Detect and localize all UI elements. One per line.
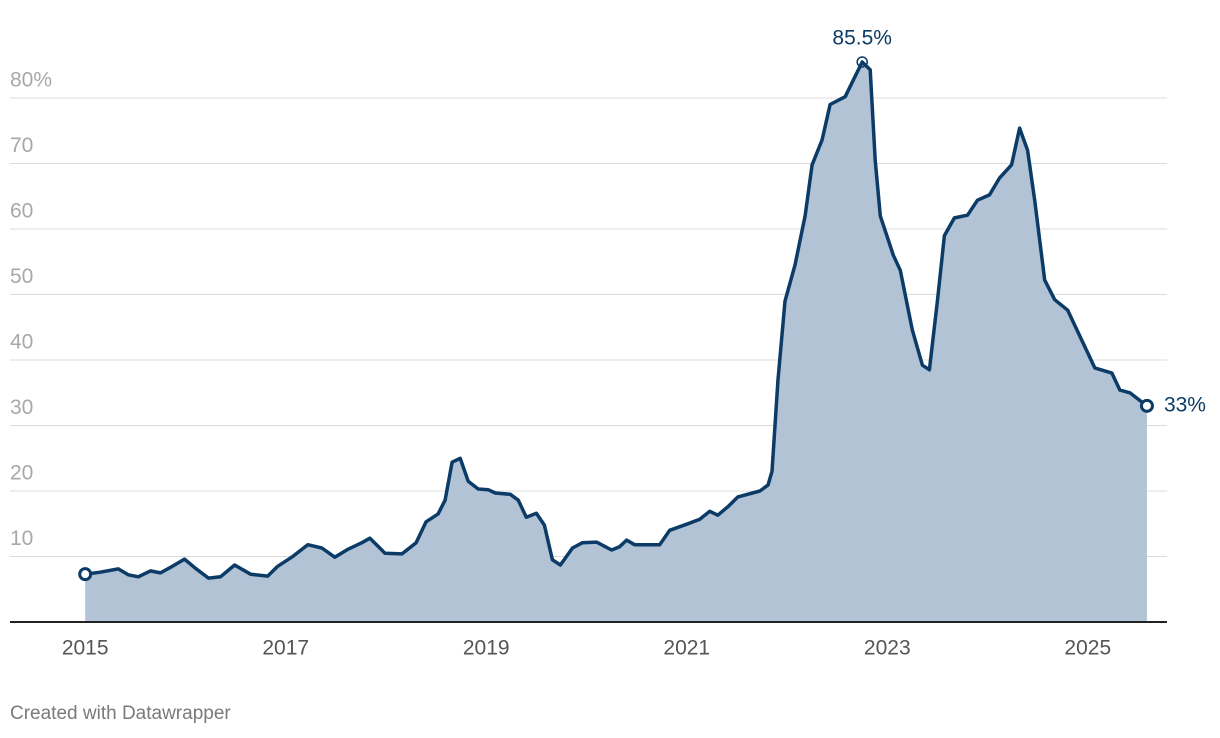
x-tick-label: 2017 (262, 637, 309, 660)
x-tick-label: 2021 (663, 637, 710, 660)
y-tick-label: 60 (10, 200, 33, 223)
annotation-label: 85.5% (832, 27, 892, 50)
y-tick-label: 50 (10, 265, 33, 288)
x-tick-label: 2025 (1064, 637, 1111, 660)
y-tick-label: 10 (10, 527, 33, 550)
y-tick-label: 80% (10, 69, 52, 92)
x-tick-label: 2015 (62, 637, 109, 660)
annotation-marker (1139, 398, 1154, 413)
annotation-marker (856, 56, 868, 68)
x-tick-label: 2023 (864, 637, 911, 660)
point-marker (78, 567, 93, 582)
y-tick-label: 70 (10, 134, 33, 157)
area-fill (85, 62, 1147, 622)
line (83, 60, 1149, 580)
annotation-label: 33% (1164, 393, 1206, 416)
source-note: Created with Datawrapper (10, 703, 231, 724)
y-tick-label: 20 (10, 462, 33, 485)
x-tick-label: 2019 (463, 637, 510, 660)
y-tick-label: 30 (10, 396, 33, 419)
y-tick-label: 40 (10, 331, 33, 354)
